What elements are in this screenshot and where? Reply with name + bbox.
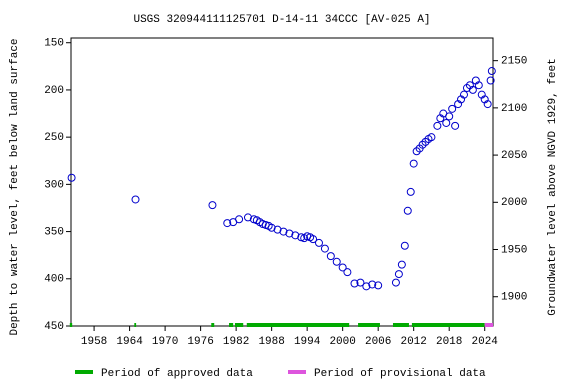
x-tick-label: 1958 [81,336,107,348]
data-point [406,187,415,196]
chart-title: USGS 320944111125701 D-14-11 34CCC [AV-0… [133,14,430,26]
data-point [235,215,244,224]
data-point [314,238,323,247]
x-tick-label: 2006 [365,336,391,348]
data-point [445,112,454,121]
data-point [131,195,140,204]
period-bar [69,323,73,327]
y-tick-label: 150 [44,38,64,50]
data-point [285,229,294,238]
y-tick-label: 350 [44,226,64,238]
y-axis-label: Depth to water level, feet below land su… [9,38,21,335]
y2-axis-label: Groundwater level above NGVD 1929, feet [547,58,559,315]
data-point [427,133,436,142]
data-point [421,137,430,146]
y2-tick-label: 2100 [501,103,527,115]
y-tick-label: 250 [44,132,64,144]
y-tick-label: 300 [44,179,64,191]
y2-tick-label: 2150 [501,56,527,68]
period-bar [411,323,485,327]
data-point [320,244,329,253]
data-point [397,260,406,269]
x-tick-label: 2018 [436,336,462,348]
data-point [483,100,492,109]
data-point [208,201,217,210]
data-point [223,219,232,228]
data-point [403,206,412,215]
data-point [67,173,76,182]
period-bar [234,323,244,327]
data-point [356,278,365,287]
data-point [486,76,495,85]
data-point [394,270,403,279]
x-tick-label: 1982 [223,336,249,348]
y2-tick-label: 1950 [501,244,527,256]
data-point [409,159,418,168]
y-tick-label: 450 [44,321,64,333]
data-point [400,241,409,250]
legend-label: Period of approved data [101,368,253,380]
x-tick-label: 1964 [116,336,143,348]
data-point [279,227,288,236]
data-point [451,121,460,130]
period-bar [211,323,215,327]
data-point [474,81,483,90]
period-bar [484,323,493,327]
x-tick-label: 1988 [258,336,284,348]
y2-tick-label: 2000 [501,197,527,209]
data-point [374,281,383,290]
period-bar [229,323,234,327]
data-point [273,225,282,234]
plot-frame [70,37,494,327]
data-point [309,235,318,244]
period-bar [392,323,409,327]
period-bar [246,323,350,327]
data-point [412,147,421,156]
period-bar [358,323,380,327]
data-point [362,282,371,291]
data-point [243,213,252,222]
data-point [368,280,377,289]
data-point [487,67,496,76]
data-point [442,118,451,127]
period-bar [134,323,137,327]
data-point [459,90,468,99]
x-tick-label: 2012 [400,336,426,348]
y-tick-label: 400 [44,274,64,286]
data-point [291,231,300,240]
data-point [391,278,400,287]
x-tick-label: 1970 [152,336,178,348]
y2-tick-label: 1900 [501,292,527,304]
x-tick-label: 2000 [329,336,355,348]
x-tick-label: 1994 [294,336,321,348]
data-point [343,268,352,277]
data-point [433,121,442,130]
data-point [338,263,347,272]
legend-label: Period of provisional data [314,368,486,380]
y-tick-label: 200 [44,85,64,97]
data-point [267,223,276,232]
data-point [332,257,341,266]
data-point [350,279,359,288]
y2-tick-label: 2050 [501,150,527,162]
data-point [326,252,335,261]
x-tick-label: 1976 [187,336,213,348]
data-point [468,85,477,94]
data-point [448,104,457,113]
x-tick-label: 2024 [472,336,499,348]
